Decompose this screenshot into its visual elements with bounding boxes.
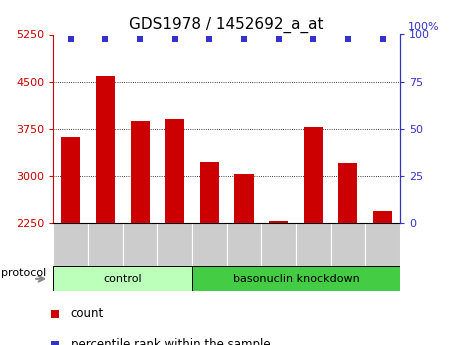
FancyBboxPatch shape	[53, 266, 192, 291]
Text: percentile rank within the sample: percentile rank within the sample	[71, 338, 271, 345]
FancyBboxPatch shape	[331, 223, 365, 266]
FancyBboxPatch shape	[157, 223, 192, 266]
Bar	[269, 221, 288, 223]
Text: control: control	[103, 274, 142, 284]
FancyBboxPatch shape	[192, 223, 226, 266]
Bar	[96, 77, 115, 223]
Bar	[61, 137, 80, 223]
Title: GDS1978 / 1452692_a_at: GDS1978 / 1452692_a_at	[129, 17, 324, 33]
Bar	[234, 174, 253, 223]
Text: 100%: 100%	[408, 22, 440, 32]
FancyBboxPatch shape	[226, 223, 261, 266]
FancyBboxPatch shape	[53, 223, 88, 266]
Bar	[200, 162, 219, 223]
Text: count: count	[71, 307, 104, 320]
FancyBboxPatch shape	[365, 223, 400, 266]
FancyBboxPatch shape	[296, 223, 331, 266]
Bar	[131, 121, 150, 223]
FancyBboxPatch shape	[261, 223, 296, 266]
FancyBboxPatch shape	[123, 223, 157, 266]
Bar	[165, 119, 184, 223]
Text: protocol: protocol	[1, 268, 46, 278]
Bar	[304, 127, 323, 223]
FancyBboxPatch shape	[192, 266, 400, 291]
FancyBboxPatch shape	[88, 223, 123, 266]
Text: basonuclin knockdown: basonuclin knockdown	[232, 274, 359, 284]
Bar	[373, 211, 392, 223]
Bar	[339, 163, 358, 223]
